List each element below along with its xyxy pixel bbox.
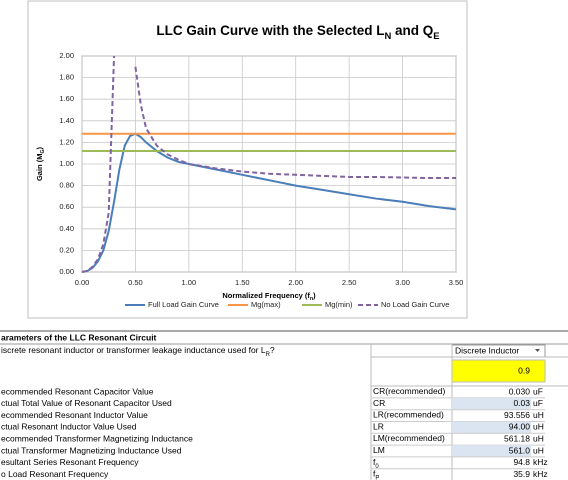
y-tick-label: 0.40 <box>59 224 74 233</box>
row-symbol: LR(recommended) <box>373 410 444 420</box>
row-label: ecommended Resonant Inductor Value <box>1 410 148 420</box>
chart-title-part: E <box>433 31 439 42</box>
question-label-part: R <box>266 352 271 358</box>
x-axis-label-part: n <box>310 296 313 302</box>
row-unit: kHz <box>533 457 548 467</box>
y-tick-label: 1.80 <box>59 73 74 82</box>
row-symbol-part: LR <box>373 422 384 432</box>
y-axis-label-part: ) <box>35 146 44 149</box>
row-label: ctual Resonant Inductor Value Used <box>1 422 137 432</box>
y-tick-label: 1.40 <box>59 116 74 125</box>
row-unit: uH <box>533 410 544 420</box>
legend-label: Mg(min) <box>325 300 353 309</box>
row-symbol: LR <box>373 422 384 432</box>
row-value: 561.18 <box>504 433 530 443</box>
row-symbol: fP <box>373 469 379 480</box>
chart-title: LLC Gain Curve with the Selected LN and … <box>156 23 439 42</box>
x-tick-label: 1.00 <box>182 278 197 287</box>
row-unit: uF <box>533 386 543 396</box>
row-symbol-part: f <box>373 457 376 467</box>
row-value: 94.8 <box>513 457 530 467</box>
row-symbol: LM(recommended) <box>373 433 445 443</box>
row-value: 561.0 <box>509 445 531 455</box>
x-tick-label: 2.50 <box>342 278 357 287</box>
chart-title-part: N <box>384 31 391 42</box>
legend-label: Mg(max) <box>251 300 281 309</box>
row-label: o Load Resonant Frequency <box>1 469 109 479</box>
y-axis-label-part: G <box>40 149 46 153</box>
row-label: ecommended Resonant Capacitor Value <box>1 386 154 396</box>
y-tick-label: 1.60 <box>59 94 74 103</box>
dropdown-arrow <box>535 349 540 352</box>
row-value: 0.030 <box>509 386 531 396</box>
x-axis-label: Normalized Frequency (fn) <box>222 291 316 302</box>
row-value: 93.556 <box>504 410 530 420</box>
chart-title-part: LLC Gain Curve with the Selected L <box>156 23 384 38</box>
row-symbol: LM <box>373 445 385 455</box>
row-value: 0.03 <box>513 398 530 408</box>
row-value: 35.9 <box>513 469 530 479</box>
y-tick-label: 0.80 <box>59 181 74 190</box>
x-axis-label-part: ) <box>313 291 316 300</box>
row-label: esultant Series Resonant Frequency <box>1 457 139 467</box>
row-symbol: CR <box>373 398 385 408</box>
row-unit: uH <box>533 433 544 443</box>
input-cell <box>451 359 546 383</box>
row-symbol-part: CR <box>373 398 385 408</box>
question-label-part: ? <box>270 345 275 355</box>
y-tick-label: 1.00 <box>59 159 74 168</box>
row-label: ecommended Transformer Magnetizing Induc… <box>1 433 193 443</box>
x-tick-label: 3.00 <box>395 278 410 287</box>
row-unit: uF <box>533 398 543 408</box>
y-tick-label: 1.20 <box>59 137 74 146</box>
series-line <box>81 55 456 273</box>
y-axis-label-part: Gain (M <box>35 154 44 182</box>
input-cell <box>452 445 531 457</box>
row-unit: uH <box>533 445 544 455</box>
row-symbol-part: LM(recommended) <box>373 433 445 443</box>
row-symbol: CR(recommended) <box>373 386 445 396</box>
row-symbol-part: LR(recommended) <box>373 410 444 420</box>
question-label: iscrete resonant inductor or transformer… <box>1 345 275 357</box>
row-label: ctual Total Value of Resonant Capacitor … <box>1 398 172 408</box>
row-symbol-part: 0 <box>375 463 379 469</box>
chart-title-part: and Q <box>391 23 433 38</box>
y-tick-label: 0.00 <box>59 267 74 276</box>
question-label-part: iscrete resonant inductor or transformer… <box>1 345 266 355</box>
input-cell <box>452 421 531 434</box>
dropdown-value: Discrete Inductor <box>455 345 519 355</box>
row-value: 94.00 <box>509 422 531 432</box>
x-tick-label: 3.50 <box>449 278 464 287</box>
row-unit: kHz <box>533 469 548 479</box>
x-tick-label: 0.00 <box>75 278 90 287</box>
y-tick-label: 0.20 <box>59 245 74 254</box>
x-tick-label: 1.50 <box>235 278 250 287</box>
row-symbol-part: f <box>373 469 376 479</box>
legend-label: Full Load Gain Curve <box>148 300 219 309</box>
legend-label: No Load Gain Curve <box>381 300 449 309</box>
y-axis-label: Gain (MG) <box>35 146 46 181</box>
input-value: 0.9 <box>518 365 530 375</box>
y-tick-label: 0.60 <box>59 202 74 211</box>
row-symbol-part: P <box>375 475 379 480</box>
row-symbol-part: CR(recommended) <box>373 386 445 396</box>
row-symbol-part: LM <box>373 445 385 455</box>
x-axis-label-part: Normalized Frequency (f <box>222 291 310 300</box>
x-tick-label: 0.50 <box>128 278 143 287</box>
input-cell <box>452 397 531 410</box>
row-label: ctual Transformer Magnetizing Inductance… <box>1 445 182 455</box>
x-tick-label: 2.00 <box>288 278 303 287</box>
y-tick-label: 2.00 <box>59 51 74 60</box>
table-header: arameters of the LLC Resonant Circuit <box>1 332 157 342</box>
row-unit: uH <box>533 422 544 432</box>
row-symbol: f0 <box>373 457 379 469</box>
